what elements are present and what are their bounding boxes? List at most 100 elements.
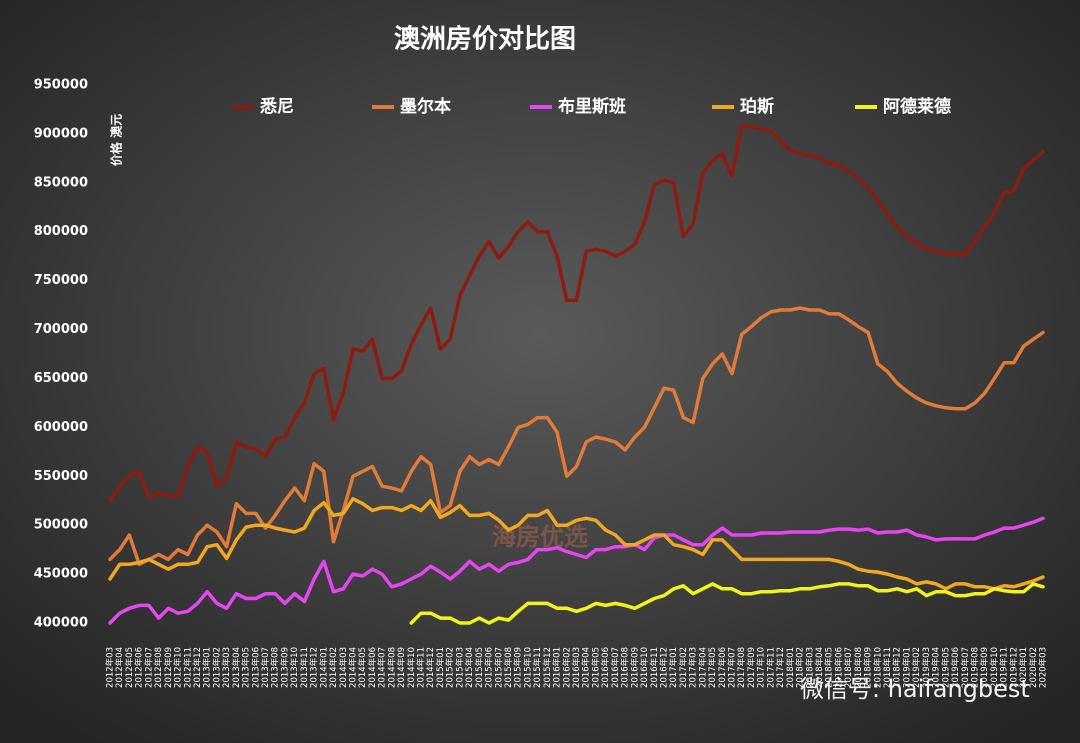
y-tick-label: 400000 <box>34 616 88 631</box>
x-tick-label: 2013年01 <box>202 647 213 688</box>
x-tick-label: 2012年08 <box>153 647 164 688</box>
x-tick-label: 2014年10 <box>406 647 417 688</box>
legend-label: 布里斯班 <box>558 96 626 117</box>
x-tick-label: 2012年07 <box>143 647 154 688</box>
x-tick-label: 2015年03 <box>454 647 465 688</box>
y-tick-label: 700000 <box>34 322 88 337</box>
x-tick-label: 2019年07 <box>960 647 971 688</box>
series-line <box>108 306 1045 567</box>
x-tick-label: 2015年12 <box>542 647 553 688</box>
x-tick-label: 2014年07 <box>377 647 388 688</box>
x-tick-label: 2016年12 <box>658 647 669 688</box>
series-line <box>108 497 1045 591</box>
x-tick-label: 2014年02 <box>328 647 339 688</box>
x-tick-label: 2019年03 <box>921 647 932 688</box>
x-tick-label: 2015年10 <box>522 647 533 688</box>
x-tick-label: 2018年07 <box>843 647 854 688</box>
x-tick-label: 2013年03 <box>221 647 232 688</box>
x-tick-label: 2015年02 <box>445 647 456 688</box>
x-tick-label: 2017年10 <box>756 647 767 688</box>
legend-label: 悉尼 <box>259 97 294 117</box>
x-tick-label: 2014年06 <box>367 647 378 688</box>
x-tick-label: 2014年03 <box>338 647 349 688</box>
x-tick-label: 2017年05 <box>707 647 718 688</box>
y-tick-label: 600000 <box>34 420 88 435</box>
x-tick-label: 2016年04 <box>581 647 592 688</box>
x-tick-label: 2017年11 <box>765 647 776 688</box>
x-tick-label: 2017年06 <box>717 647 728 688</box>
x-tick-label: 2019年08 <box>969 647 980 688</box>
x-tick-label: 2013年12 <box>309 647 320 688</box>
x-tick-label: 2014年09 <box>396 647 407 688</box>
y-tick-label: 900000 <box>34 126 88 141</box>
legend-label: 阿德莱德 <box>883 96 951 117</box>
x-tick-label: 2019年12 <box>1008 647 1019 688</box>
x-tick-label: 2017年02 <box>678 647 689 688</box>
x-tick-label: 2015年05 <box>474 647 485 688</box>
x-tick-label: 2014年11 <box>416 647 427 688</box>
x-tick-label: 2012年04 <box>114 647 125 688</box>
x-tick-label: 2013年06 <box>250 647 261 688</box>
x-tick-label: 2018年04 <box>814 647 825 688</box>
x-tick-label: 2017年08 <box>736 647 747 688</box>
x-tick-label: 2017年04 <box>697 647 708 688</box>
x-tick-label: 2017年03 <box>688 647 699 688</box>
x-tick-label: 2012年05 <box>124 647 135 688</box>
x-tick-label: 2017年09 <box>746 647 757 688</box>
x-tick-label: 2018年05 <box>824 647 835 688</box>
x-tick-label: 2015年08 <box>503 647 514 688</box>
x-tick-label: 2013年05 <box>241 647 252 688</box>
x-tick-label: 2017年01 <box>668 647 679 688</box>
x-tick-label: 2014年12 <box>425 647 436 688</box>
x-tick-label: 2013年02 <box>211 647 222 688</box>
x-tick-label: 2016年02 <box>561 647 572 688</box>
y-tick-label: 850000 <box>34 175 88 190</box>
y-tick-label: 650000 <box>34 371 88 386</box>
x-tick-label: 2016年07 <box>610 647 621 688</box>
x-tick-label: 2019年05 <box>940 647 951 688</box>
legend-label: 珀斯 <box>740 96 774 117</box>
x-tick-label: 2014年08 <box>386 647 397 688</box>
x-tick-label: 2012年03 <box>105 647 116 688</box>
x-tick-label: 2015年11 <box>532 647 543 688</box>
x-tick-label: 2015年04 <box>464 647 475 688</box>
y-tick-label: 450000 <box>34 567 88 582</box>
x-tick-label: 2012年11 <box>182 647 193 688</box>
x-tick-label: 2018年11 <box>882 647 893 688</box>
x-tick-label: 2014年05 <box>357 647 368 688</box>
x-tick-label: 2016年03 <box>571 647 582 688</box>
x-tick-label: 2019年11 <box>999 647 1010 688</box>
x-tick-label: 2017年07 <box>727 647 738 688</box>
x-tick-label: 2020年02 <box>1028 647 1039 688</box>
x-tick-label: 2013年08 <box>270 647 281 688</box>
y-tick-label: 500000 <box>34 518 88 533</box>
x-tick-label: 2016年01 <box>552 647 563 688</box>
x-tick-label: 2014年01 <box>318 647 329 688</box>
x-tick-label: 2016年10 <box>639 647 650 688</box>
x-tick-label: 2013年07 <box>260 647 271 688</box>
x-tick-label: 2016年06 <box>600 647 611 688</box>
x-tick-label: 2013年09 <box>279 647 290 688</box>
x-tick-label: 2012年09 <box>163 647 174 688</box>
y-tick-label: 550000 <box>34 469 88 484</box>
x-tick-label: 2016年08 <box>620 647 631 688</box>
x-tick-label: 2012年10 <box>173 647 184 688</box>
x-tick-label: 2018年12 <box>892 647 903 688</box>
x-tick-label: 2015年07 <box>493 647 504 688</box>
series-line <box>108 124 1045 503</box>
x-tick-label: 2014年04 <box>347 647 358 688</box>
x-tick-label: 2018年03 <box>804 647 815 688</box>
x-tick-label: 2015年01 <box>435 647 446 688</box>
x-tick-label: 2015年09 <box>513 647 524 688</box>
x-tick-label: 2017年12 <box>775 647 786 688</box>
annotation: 微信号: haifangbest <box>800 675 1030 703</box>
x-tick-label: 2019年01 <box>901 647 912 688</box>
x-tick-label: 2018年08 <box>853 647 864 688</box>
x-tick-label: 2012年06 <box>134 647 145 688</box>
x-tick-label: 2019年10 <box>989 647 1000 688</box>
series-line <box>409 582 1045 625</box>
x-tick-label: 2018年10 <box>872 647 883 688</box>
